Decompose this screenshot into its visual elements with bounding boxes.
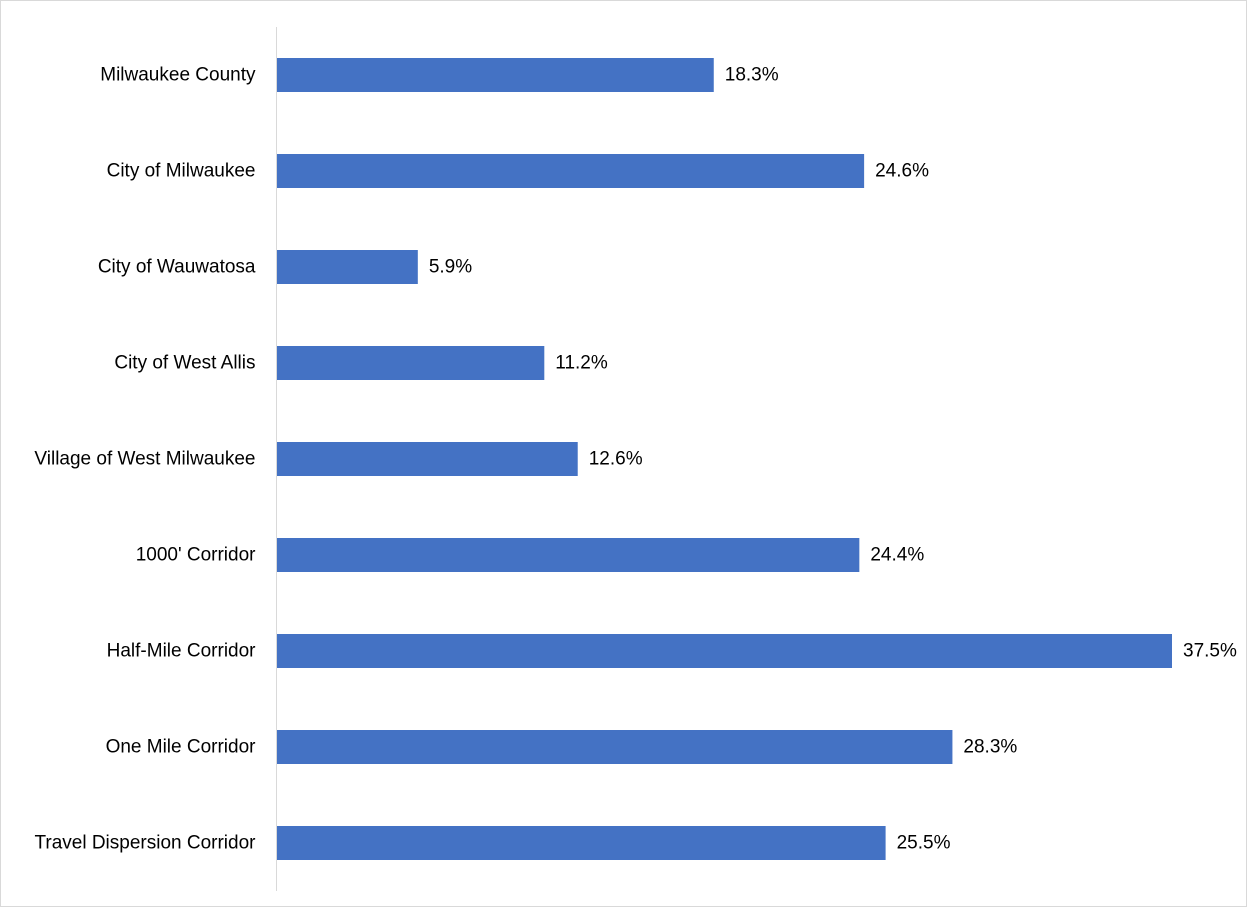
category-label: Travel Dispersion Corridor — [34, 833, 256, 854]
bar — [277, 154, 865, 188]
data-label: 24.4% — [870, 545, 924, 566]
data-label: 24.6% — [875, 161, 929, 182]
category-label: City of Wauwatosa — [98, 257, 256, 278]
bar — [277, 250, 418, 284]
bar — [277, 634, 1172, 668]
bar — [277, 346, 545, 380]
bar — [277, 826, 886, 860]
data-label: 11.2% — [555, 353, 608, 374]
data-label: 25.5% — [897, 833, 951, 854]
category-label: Village of West Milwaukee — [34, 449, 255, 470]
data-label: 18.3% — [725, 65, 779, 86]
bar — [277, 538, 860, 572]
category-label: City of Milwaukee — [107, 161, 256, 182]
bars-layer: Milwaukee County 18.3% City of Milwaukee 24… — [34, 58, 1237, 860]
data-label: 37.5% — [1183, 641, 1237, 662]
bar — [277, 58, 714, 92]
data-label: 5.9% — [429, 257, 472, 278]
category-label: 1000' Corridor — [136, 545, 256, 566]
bar — [277, 730, 953, 764]
category-label: City of West Allis — [114, 353, 255, 374]
data-label: 12.6% — [589, 449, 643, 470]
category-label: Milwaukee County — [100, 65, 256, 86]
bar — [277, 442, 578, 476]
category-label: One Mile Corridor — [106, 737, 257, 758]
category-label: Half-Mile Corridor — [107, 641, 257, 662]
data-label: 28.3% — [963, 737, 1017, 758]
